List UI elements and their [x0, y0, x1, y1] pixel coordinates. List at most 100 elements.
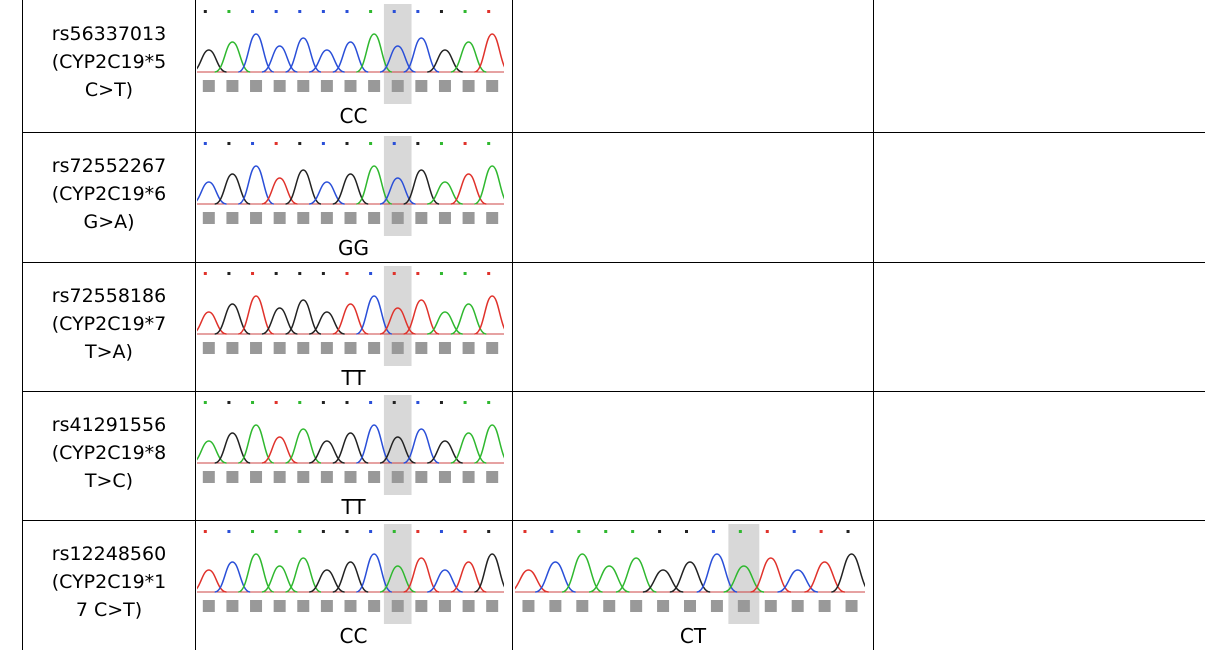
quality-bar [274, 212, 286, 224]
snp-label: rs41291556(CYP2C19*8T>C) [23, 411, 195, 495]
snp-label-line: (CYP2C19*8 [23, 439, 195, 467]
base-call [346, 530, 349, 533]
base-call [369, 530, 372, 533]
peak [333, 174, 368, 204]
base-call [393, 142, 396, 145]
base-call [487, 142, 490, 145]
peak [309, 570, 344, 592]
base-call [523, 530, 526, 533]
quality-bar [203, 342, 215, 354]
chromatogram [197, 4, 504, 104]
table-border [512, 0, 513, 650]
peak [589, 566, 629, 592]
chromatogram [197, 266, 504, 366]
genotype-label: TT [197, 495, 510, 519]
quality-bar [297, 600, 309, 612]
base-call [322, 530, 325, 533]
quality-bar [250, 600, 262, 612]
peak [451, 42, 486, 72]
base-call [204, 530, 207, 533]
quality-bar [603, 600, 615, 612]
base-call [440, 272, 443, 275]
quality-bar [486, 212, 498, 224]
snp-label-line: rs56337013 [23, 20, 195, 48]
quality-bar [297, 212, 309, 224]
base-call [793, 530, 796, 533]
quality-bar [345, 471, 357, 483]
peak [197, 570, 227, 592]
snp-label: rs72558186(CYP2C19*7T>A) [23, 282, 195, 366]
quality-bar [368, 80, 380, 92]
peak [215, 304, 250, 334]
genotype-label: CC [197, 104, 510, 128]
quality-bar [203, 80, 215, 92]
peak [215, 562, 250, 592]
peak [197, 312, 227, 334]
base-call [393, 10, 396, 13]
quality-bar [226, 600, 238, 612]
base-call [204, 10, 207, 13]
peak [474, 425, 504, 463]
quality-bar [250, 471, 262, 483]
peak [535, 562, 575, 592]
quality-bar [392, 600, 404, 612]
base-call [440, 142, 443, 145]
peak [643, 570, 683, 592]
quality-bar [368, 212, 380, 224]
table-border [873, 0, 874, 650]
quality-bar [657, 600, 669, 612]
peak [427, 182, 462, 204]
base-call [685, 530, 688, 533]
genotype-label: TT [197, 366, 510, 390]
base-call [298, 401, 301, 404]
quality-bar [765, 600, 777, 612]
quality-bar [415, 212, 427, 224]
snp-label-line: T>A) [23, 338, 195, 366]
base-call [393, 401, 396, 404]
base-call [275, 401, 278, 404]
peak [215, 174, 250, 204]
base-call [464, 10, 467, 13]
genotype-label: CT [515, 624, 871, 648]
quality-bar [250, 342, 262, 354]
base-call [346, 142, 349, 145]
quality-bar [819, 600, 831, 612]
peak [197, 182, 227, 204]
quality-bar [549, 600, 561, 612]
base-call [847, 530, 850, 533]
quality-bar [274, 80, 286, 92]
base-call [322, 272, 325, 275]
quality-bar [463, 600, 475, 612]
peak [474, 554, 504, 592]
peak [309, 50, 344, 72]
quality-bar [486, 600, 498, 612]
base-call [577, 530, 580, 533]
chromatogram [197, 524, 504, 624]
genotype-label: GG [197, 236, 510, 260]
base-call [298, 10, 301, 13]
base-call [550, 530, 553, 533]
base-call [322, 401, 325, 404]
snp-label-line: (CYP2C19*1 [23, 568, 195, 596]
base-call [322, 142, 325, 145]
base-call [204, 401, 207, 404]
peak [427, 570, 462, 592]
base-call [251, 10, 254, 13]
quality-bar [392, 80, 404, 92]
peak [427, 312, 462, 334]
document-table: rs56337013(CYP2C19*5C>T)CCrs72552267(CYP… [0, 0, 1205, 650]
table-border [22, 132, 1205, 133]
quality-bar [297, 471, 309, 483]
snp-label-line: (CYP2C19*5 [23, 48, 195, 76]
quality-bar [226, 342, 238, 354]
quality-bar [297, 80, 309, 92]
quality-bar [711, 600, 723, 612]
base-call [440, 10, 443, 13]
snp-label-line: rs12248560 [23, 540, 195, 568]
base-call [487, 401, 490, 404]
base-call [631, 530, 634, 533]
base-call [227, 10, 230, 13]
quality-bar [368, 600, 380, 612]
quality-bar [203, 212, 215, 224]
base-call [275, 272, 278, 275]
